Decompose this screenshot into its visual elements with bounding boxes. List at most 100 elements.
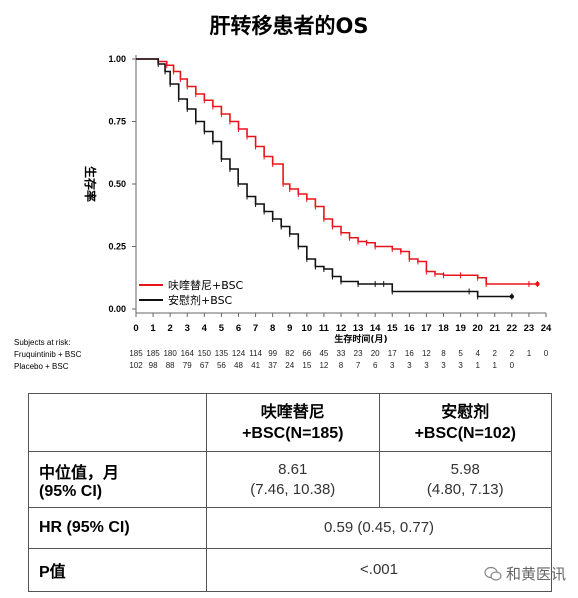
row-label-median-line2: (95% CI) <box>39 482 103 500</box>
risk-number: 45 <box>319 349 328 358</box>
risk-number: 67 <box>200 361 209 370</box>
y-tick-label: 0.50 <box>108 179 126 189</box>
row-label-median: 中位值，月 (95% CI) <box>27 451 208 508</box>
row-label-hr: HR (95% CI) <box>27 507 208 549</box>
risk-number: 99 <box>268 349 277 358</box>
km-curve-placebo <box>136 58 512 298</box>
risk-number: 20 <box>371 349 380 358</box>
risk-number: 33 <box>337 349 346 358</box>
watermark-text: 和黄医讯 <box>505 565 566 583</box>
risk-number: 48 <box>234 361 243 370</box>
risk-number: 3 <box>458 361 463 370</box>
x-tick-label: 10 <box>302 323 313 334</box>
x-tick-label: 2 <box>168 323 173 334</box>
header-placebo: 安慰剂 +BSC(N=102) <box>378 393 552 452</box>
header-fruquintinib-line1: 呋喹替尼 <box>260 403 325 421</box>
risk-number: 180 <box>163 349 177 358</box>
risk-number: 82 <box>285 349 294 358</box>
risk-number: 185 <box>146 349 160 358</box>
risk-row-label-fruquintinib: Fruquintinib + BSC <box>14 350 82 359</box>
x-tick-label: 6 <box>236 323 241 334</box>
x-tick-label: 24 <box>541 323 552 334</box>
y-tick-label: 0.75 <box>108 117 126 127</box>
header-placebo-line2: +BSC(N=102) <box>414 424 516 442</box>
x-tick-label: 9 <box>287 323 292 334</box>
x-tick-label: 19 <box>455 323 466 334</box>
risk-number: 12 <box>319 361 328 370</box>
median-placebo-ci: (4.80, 7.13) <box>426 480 504 498</box>
header-placebo-line1: 安慰剂 <box>441 403 490 421</box>
x-tick-label: 22 <box>507 323 518 334</box>
x-tick-label: 23 <box>524 323 535 334</box>
x-tick-label: 1 <box>150 323 156 334</box>
x-tick-label: 11 <box>319 323 330 334</box>
risk-number: 7 <box>356 361 361 370</box>
x-tick-label: 3 <box>185 323 190 334</box>
row-label-median-line1: 中位值，月 <box>39 464 120 482</box>
risk-number: 8 <box>441 349 446 358</box>
x-tick-label: 5 <box>219 323 225 334</box>
p-value: <.001 <box>206 548 552 592</box>
risk-number: 114 <box>249 349 262 358</box>
risk-number: 1 <box>493 361 498 370</box>
risk-number: 1 <box>527 349 532 358</box>
risk-row-label-placebo: Placebo + BSC <box>14 362 69 371</box>
km-chart: 0.000.250.500.751.0001851021185982180883… <box>83 54 552 370</box>
risk-number: 8 <box>339 361 344 370</box>
risk-header: Subjects at risk: <box>14 338 71 347</box>
x-tick-label: 15 <box>387 323 398 334</box>
x-tick-label: 17 <box>421 323 432 334</box>
risk-number: 150 <box>198 349 212 358</box>
risk-number: 164 <box>181 349 195 358</box>
risk-number: 41 <box>251 361 260 370</box>
risk-number: 6 <box>373 361 378 370</box>
risk-number: 16 <box>405 349 414 358</box>
risk-number: 3 <box>407 361 412 370</box>
risk-number: 135 <box>215 349 229 358</box>
risk-number: 23 <box>354 349 363 358</box>
median-fruquintinib: 8.61 (7.46, 10.38) <box>206 451 380 508</box>
risk-number: 4 <box>475 349 480 358</box>
header-fruquintinib: 呋喹替尼 +BSC(N=185) <box>206 393 380 452</box>
risk-number: 0 <box>510 361 515 370</box>
risk-number: 37 <box>268 361 277 370</box>
y-axis-label: 生存率 <box>83 166 98 202</box>
risk-number: 79 <box>183 361 192 370</box>
hr-value: 0.59 (0.45, 0.77) <box>206 507 552 549</box>
chart-title: 肝转移患者的OS <box>209 14 369 38</box>
x-tick-label: 16 <box>404 323 415 334</box>
wechat-icon <box>484 566 502 581</box>
median-fruquintinib-ci: (7.46, 10.38) <box>250 480 336 498</box>
x-axis-label: 生存时间(月) <box>334 333 387 345</box>
median-placebo-value: 5.98 <box>450 460 480 478</box>
results-table: 呋喹替尼 +BSC(N=185) 安慰剂 +BSC(N=102) 中位值，月 (… <box>27 393 552 592</box>
risk-number: 66 <box>302 349 311 358</box>
risk-number: 98 <box>149 361 158 370</box>
median-fruquintinib-value: 8.61 <box>278 460 308 478</box>
risk-number: 2 <box>510 349 515 358</box>
y-tick-label: 0.25 <box>108 242 126 252</box>
risk-number: 1 <box>475 361 480 370</box>
median-placebo: 5.98 (4.80, 7.13) <box>378 451 552 508</box>
x-tick-label: 8 <box>270 323 275 334</box>
x-tick-label: 18 <box>438 323 449 334</box>
risk-number: 5 <box>458 349 463 358</box>
header-fruquintinib-line2: +BSC(N=185) <box>242 424 344 442</box>
risk-number: 124 <box>232 349 246 358</box>
x-tick-label: 12 <box>336 323 347 334</box>
x-tick-label: 20 <box>472 323 483 334</box>
risk-number: 185 <box>129 349 143 358</box>
x-tick-label: 13 <box>353 323 364 334</box>
risk-number: 0 <box>544 349 549 358</box>
risk-number: 3 <box>441 361 446 370</box>
risk-number: 102 <box>129 361 143 370</box>
end-marker <box>535 281 540 287</box>
risk-number: 17 <box>388 349 397 358</box>
risk-number: 15 <box>302 361 311 370</box>
risk-number: 24 <box>285 361 294 370</box>
x-tick-label: 7 <box>253 323 258 334</box>
y-tick-label: 0.00 <box>108 304 126 314</box>
x-tick-label: 4 <box>202 323 208 334</box>
risk-number: 3 <box>424 361 429 370</box>
x-tick-label: 0 <box>133 323 138 334</box>
